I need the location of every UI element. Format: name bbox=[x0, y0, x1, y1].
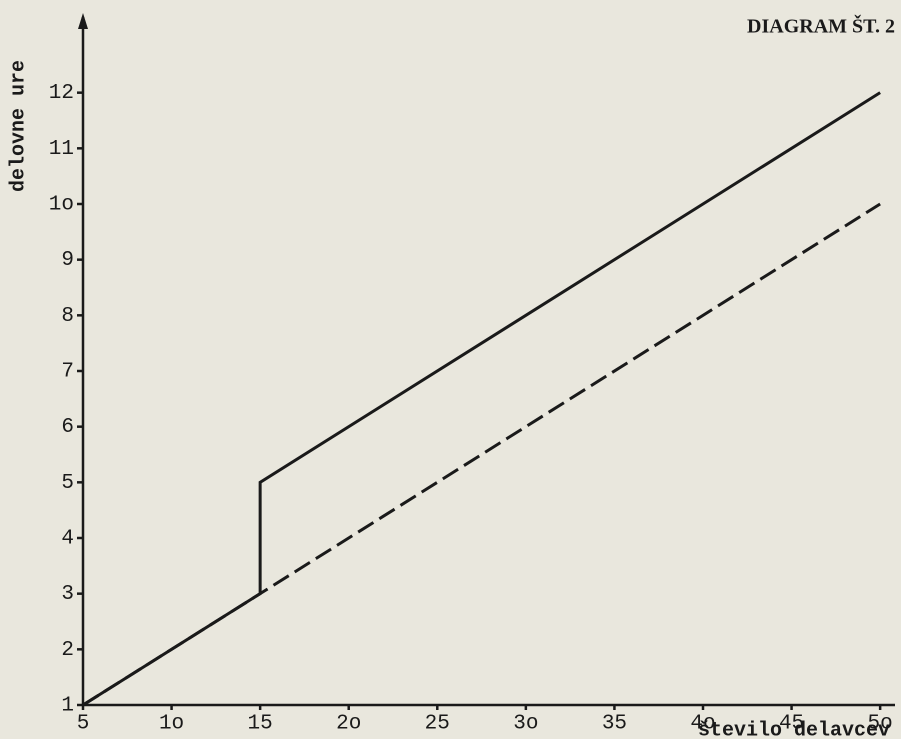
x-tick-label: 15 bbox=[248, 713, 273, 736]
x-tick-label: 45 bbox=[779, 713, 804, 736]
y-tick-label: 6 bbox=[61, 416, 74, 439]
y-axis-arrow bbox=[78, 13, 88, 29]
x-tick-label: 1o bbox=[159, 713, 184, 736]
y-tick-label: 2 bbox=[61, 639, 74, 662]
x-tick-label: 2o bbox=[336, 713, 361, 736]
x-tick-label: 3o bbox=[513, 713, 538, 736]
x-tick-label: 35 bbox=[602, 713, 627, 736]
x-tick-label: 5o bbox=[868, 713, 893, 736]
x-tick-label: 25 bbox=[425, 713, 450, 736]
y-tick-label: 1 bbox=[61, 695, 74, 718]
y-tick-label: 9 bbox=[61, 249, 74, 272]
x-axis-label: število delavcev bbox=[698, 719, 890, 739]
x-tick-label: 4o bbox=[690, 713, 715, 736]
y-tick-label: 12 bbox=[49, 82, 74, 105]
chart-title: DIAGRAM ŠT. 2 bbox=[747, 14, 895, 38]
y-axis-label: delovne ure bbox=[7, 60, 30, 192]
y-tick-label: 1o bbox=[49, 194, 74, 217]
line-series bbox=[82, 202, 881, 707]
y-tick-label: 7 bbox=[61, 361, 74, 384]
x-tick-label: 5 bbox=[77, 713, 90, 736]
y-tick-label: 11 bbox=[49, 138, 74, 161]
y-tick-label: 4 bbox=[61, 528, 74, 551]
y-tick-label: 3 bbox=[61, 583, 74, 606]
y-tick-label: 8 bbox=[61, 305, 74, 328]
y-tick-label: 5 bbox=[61, 472, 74, 495]
